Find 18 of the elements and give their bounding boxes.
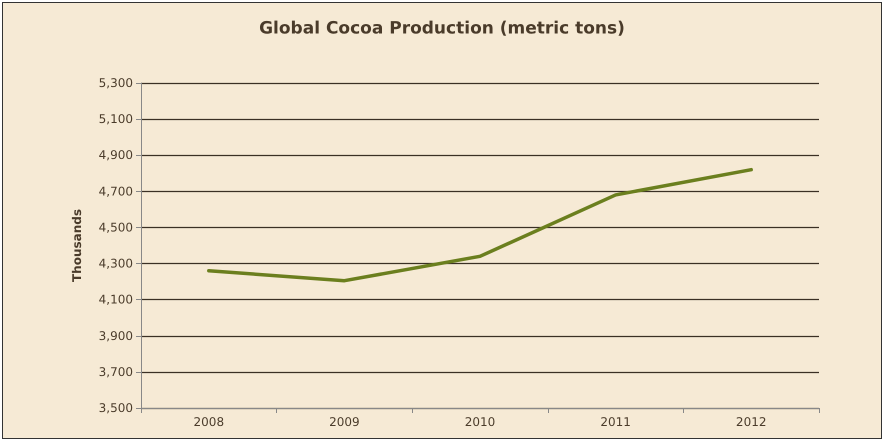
- y-tick-label: 4,700: [98, 184, 133, 198]
- y-tick-label: 4,100: [98, 292, 133, 307]
- y-tick-label: 4,900: [98, 148, 133, 162]
- y-tick-label: 5,300: [98, 76, 133, 90]
- x-tick-label: 2012: [736, 415, 766, 429]
- y-tick-label: 4,300: [98, 256, 133, 271]
- y-axis-title: Thousands: [70, 208, 84, 282]
- x-tick-label: 2010: [464, 415, 496, 429]
- x-tick-label: 2011: [600, 415, 631, 429]
- x-tick-label: 2009: [329, 415, 360, 429]
- x-tick-label: 2008: [194, 415, 224, 429]
- y-tick-label: 3,700: [98, 364, 133, 379]
- y-tick-label: 5,100: [98, 112, 133, 126]
- y-tick-label: 3,500: [98, 401, 133, 415]
- y-tick-label: 4,500: [98, 220, 133, 234]
- y-tick-label: 3,900: [98, 328, 133, 343]
- chart-title: Global Cocoa Production (metric tons): [259, 18, 625, 38]
- line-series: [207, 168, 753, 282]
